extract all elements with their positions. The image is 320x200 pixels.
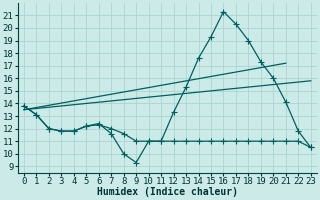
X-axis label: Humidex (Indice chaleur): Humidex (Indice chaleur) <box>97 187 238 197</box>
